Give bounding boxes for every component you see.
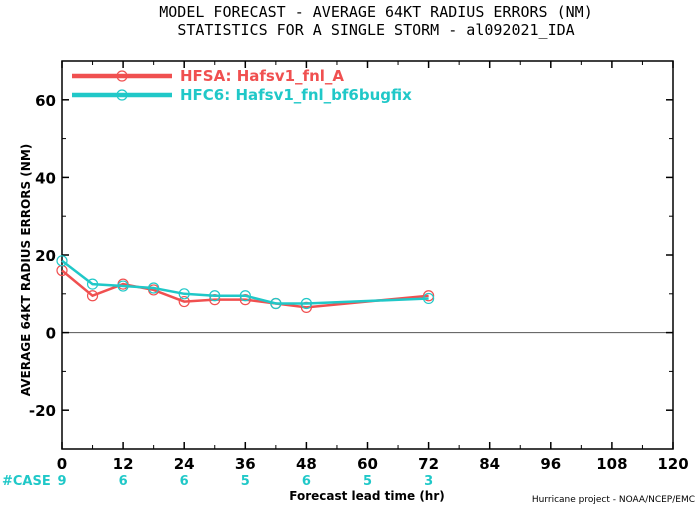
series-2-point [178, 288, 190, 300]
series-2-point [148, 282, 160, 294]
legend-label-2: HFC6: Hafsv1_fnl_bf6bugfix [180, 86, 412, 104]
x-tick-label: 12 [113, 455, 134, 473]
case-count-label: #CASE [2, 474, 51, 489]
x-tick-label: 36 [235, 455, 256, 473]
series-2-point [300, 297, 312, 310]
case-count-value: 3 [424, 474, 433, 489]
plot-frame [61, 60, 674, 450]
series-2-point [56, 255, 68, 267]
series-1-point [423, 290, 435, 302]
series-2-point [117, 280, 129, 292]
series-line-1 [61, 269, 429, 309]
series-2-point [86, 278, 99, 290]
x-tick-label: 84 [479, 455, 500, 473]
series-1-point [86, 290, 99, 302]
chart-subtitle: STATISTICS FOR A SINGLE STORM - al092021… [177, 21, 574, 39]
x-tick-label: 0 [57, 455, 67, 473]
series-layer [56, 255, 435, 313]
x-tick-label: 60 [357, 455, 378, 473]
case-count-value: 5 [363, 474, 372, 489]
y-tick-label: 20 [35, 247, 56, 265]
y-axis-label: AVERAGE 64KT RADIUS ERRORS (NM) [19, 144, 33, 396]
series-2-point [209, 290, 221, 302]
x-axis-label: Forecast lead time (hr) [289, 489, 445, 503]
x-tick-label: 120 [657, 455, 688, 473]
case-count-row: #CASE 9 6 6 5 6 5 3 [2, 474, 433, 489]
plot-border [61, 60, 674, 450]
case-count-value: 6 [119, 474, 128, 489]
y-tick-label: 0 [46, 325, 56, 343]
case-count-value: 9 [57, 474, 66, 489]
y-tick-label: 60 [35, 92, 56, 110]
y-tick-label: -20 [29, 402, 56, 420]
case-count-value: 6 [302, 474, 311, 489]
case-count-value: 5 [241, 474, 250, 489]
x-tick-label: 108 [596, 455, 627, 473]
series-2-point [239, 290, 251, 302]
x-tick-label: 96 [540, 455, 561, 473]
chart-title: MODEL FORECAST - AVERAGE 64KT RADIUS ERR… [159, 3, 592, 21]
series-line-2 [61, 259, 429, 305]
x-tick-label: 72 [418, 455, 439, 473]
legend-marker-2 [116, 89, 128, 101]
series-1-point [178, 295, 190, 308]
legend-label-1: HFSA: Hafsv1_fnl_A [180, 67, 344, 85]
credit-text: Hurricane project - NOAA/NCEP/EMC [532, 495, 695, 505]
case-count-value: 6 [180, 474, 189, 489]
series-2-point [270, 297, 282, 310]
y-tick-label: 40 [35, 169, 56, 187]
y-axis-ticks: -20 0 20 40 60 [29, 60, 673, 450]
series-2-point [423, 292, 435, 305]
x-axis-ticks: 0 12 24 36 48 60 72 84 96 108 120 [57, 61, 689, 473]
legend-marker-1 [116, 70, 128, 82]
x-tick-label: 24 [174, 455, 195, 473]
x-tick-label: 48 [296, 455, 317, 473]
